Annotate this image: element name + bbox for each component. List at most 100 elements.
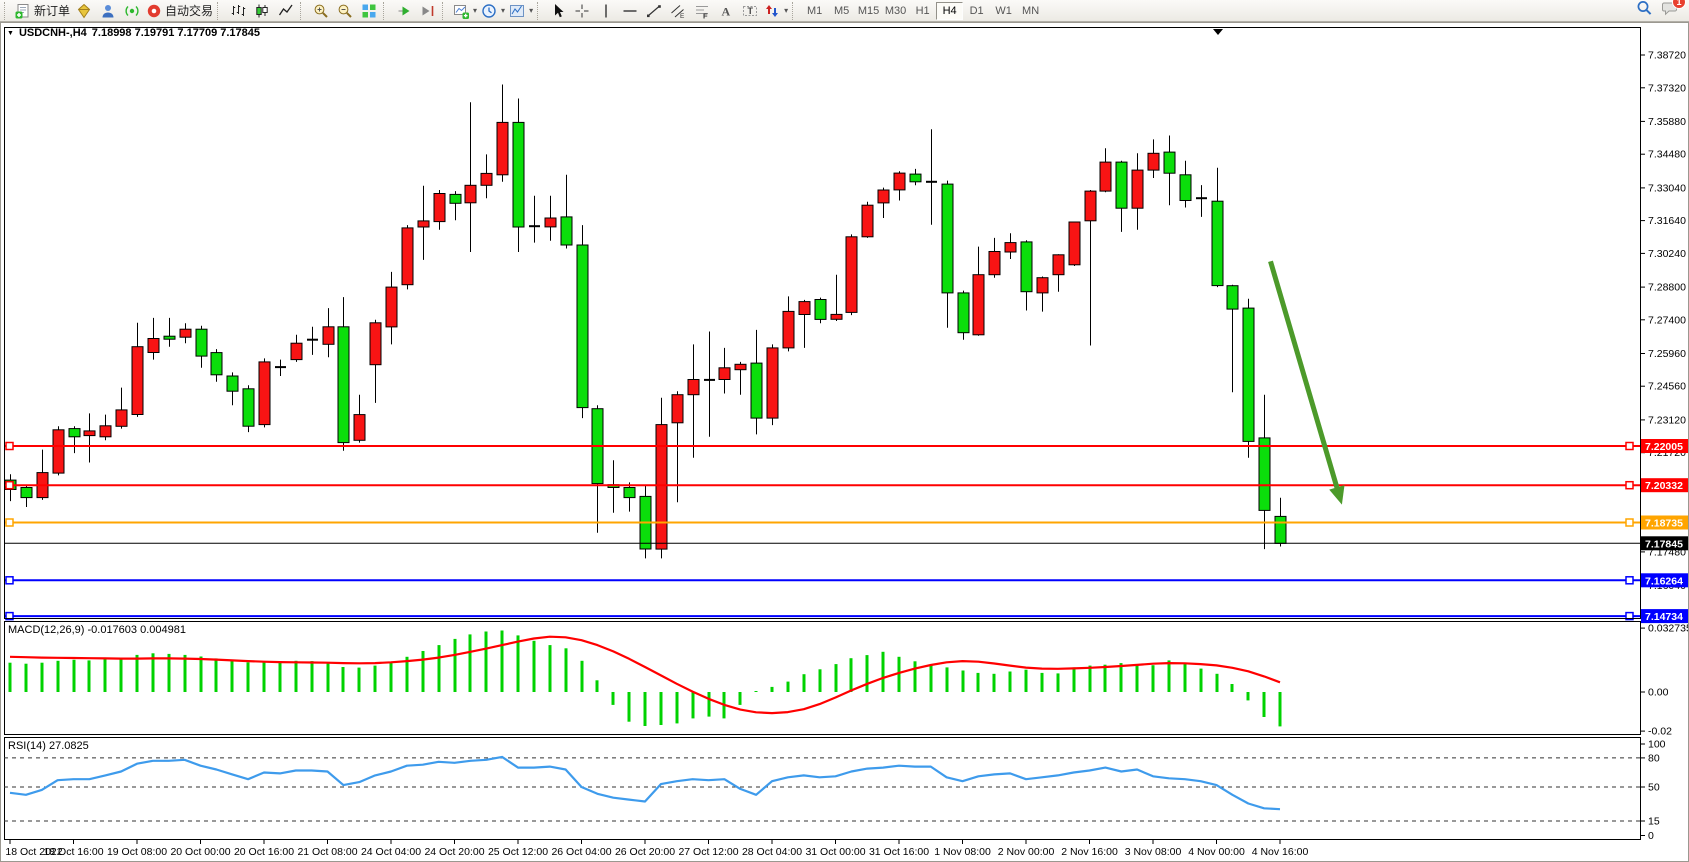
timeframe-button-w1[interactable]: W1 — [995, 4, 1012, 17]
symbol-dropdown-icon[interactable]: ▼ — [7, 29, 14, 37]
tile-windows-icon — [361, 3, 377, 19]
hline-handle[interactable] — [1625, 518, 1634, 527]
candles — [4, 84, 1287, 559]
candle-body — [671, 394, 684, 424]
time-tick-label: 26 Oct 20:00 — [615, 846, 675, 858]
toolbar-button-periods[interactable]: ▾ — [479, 1, 507, 21]
arrows-icon — [764, 3, 780, 19]
timeframe-button-h1[interactable]: H1 — [915, 4, 930, 17]
candle-body — [972, 274, 985, 336]
chart-plot-area[interactable] — [4, 27, 1640, 618]
toolbar-button-new-chart[interactable]: ▾ — [451, 1, 479, 21]
notifications-button[interactable]: 1 — [1661, 0, 1686, 21]
toolbar-button-text[interactable]: A — [714, 1, 738, 21]
time-tick-label: 18 Oct 16:00 — [43, 846, 103, 858]
timeframe-button-h4[interactable]: H4 — [936, 1, 964, 20]
toolbar-button-cursor[interactable] — [546, 1, 570, 21]
toolbar-button-text-label[interactable]: T — [738, 1, 762, 21]
candle-body — [226, 375, 239, 392]
hline-handle[interactable] — [5, 576, 14, 585]
toolbar-button-tile-windows[interactable] — [357, 1, 381, 21]
time-tick-label: 21 Oct 08:00 — [297, 846, 357, 858]
candle-body — [734, 363, 747, 371]
toolbar-button-crosshair[interactable] — [570, 1, 594, 21]
arrow-shaft — [1268, 260, 1342, 496]
toolbar-button-horizontal-line[interactable] — [618, 1, 642, 21]
panel-divider[interactable] — [0, 619, 1689, 621]
toolbar-button-trendline[interactable] — [642, 1, 666, 21]
timeframe-button-d1[interactable]: D1 — [969, 4, 984, 17]
toolbar-button-candlestick-chart[interactable] — [250, 1, 274, 21]
toolbar-button-channel[interactable]: E — [666, 1, 690, 21]
macd-histogram-bar — [1262, 692, 1266, 717]
hline-handle[interactable] — [1625, 441, 1634, 451]
macd-indicator-label: MACD(12,26,9) -0.017603 0.004981 — [8, 624, 186, 636]
toolbar-button-vertical-line[interactable] — [594, 1, 618, 21]
arrow-annotation[interactable] — [1268, 260, 1345, 505]
timeframe-button-m30[interactable]: M30 — [884, 4, 907, 17]
toolbar-button-alerts[interactable] — [120, 1, 144, 21]
hline-handle[interactable] — [5, 611, 14, 621]
toolbar-button-bar-chart[interactable] — [226, 1, 250, 21]
hline-handle[interactable] — [1625, 611, 1634, 621]
toolbar-button-line-chart[interactable] — [274, 1, 298, 21]
macd-histogram-bar — [659, 692, 663, 725]
macd-histogram-bar — [72, 659, 76, 692]
macd-histogram-bar — [818, 669, 822, 692]
time-tick-label: 20 Oct 16:00 — [234, 846, 294, 858]
timeframe-button-m15[interactable]: M15 — [857, 4, 880, 17]
macd-histogram-bar — [1246, 692, 1250, 701]
timeframe-button-mn[interactable]: MN — [1022, 4, 1040, 17]
macd-histogram-bar — [151, 653, 155, 692]
toolbar-button-auto-scroll[interactable] — [392, 1, 416, 21]
macd-values: -0.017603 0.004981 — [87, 624, 186, 636]
horizontal-line-objects[interactable] — [4, 441, 1640, 621]
macd-histogram-bar — [421, 651, 425, 692]
candle-body — [1147, 152, 1160, 171]
macd-histogram-bar — [246, 662, 250, 692]
toolbar-button-fibonacci[interactable]: F — [690, 1, 714, 21]
candle-body — [179, 328, 192, 338]
macd-histogram-bar — [707, 692, 711, 717]
auto-scroll-icon — [396, 3, 412, 19]
macd-histogram-bar — [40, 662, 44, 692]
toolbar-button-auto-trading[interactable]: 自动交易 — [144, 1, 215, 21]
candle-body — [941, 183, 954, 294]
candle-body — [957, 292, 970, 334]
timeframe-button-m1[interactable]: M1 — [806, 4, 823, 17]
symbol-header[interactable]: ▼ USDCNH-,H4 7.18998 7.19791 7.17709 7.1… — [7, 27, 260, 39]
hline-handle[interactable] — [1625, 480, 1634, 490]
toolbar-button-new-order[interactable]: 新订单 — [13, 1, 72, 21]
toolbar-button-zoom-in[interactable] — [309, 1, 333, 21]
price-axis[interactable]: 7.38720 7.37320 7.35880 7.34480 7.33040 7.316… — [1640, 50, 1689, 843]
hline-handle[interactable] — [1625, 576, 1634, 585]
toolbar-button-styles[interactable] — [72, 1, 96, 21]
toolbar-button-zoom-out[interactable] — [333, 1, 357, 21]
rsi-tick-label: 0 — [1648, 830, 1654, 842]
macd-histogram-bar — [119, 657, 123, 692]
macd-histogram-bar — [1183, 663, 1187, 692]
macd-histogram-bar — [230, 660, 234, 692]
timeframe-button-m5[interactable]: M5 — [833, 4, 850, 17]
panel-divider[interactable] — [0, 735, 1689, 737]
macd-tick-label: 0.00 — [1648, 687, 1669, 699]
candle-body — [1115, 161, 1128, 209]
search-icon[interactable] — [1636, 0, 1653, 22]
macd-histogram-bar — [278, 661, 282, 692]
macd-histogram-bar — [103, 659, 107, 692]
hline-handle[interactable] — [5, 480, 14, 490]
macd-histogram-bar — [881, 651, 885, 692]
hline-handle[interactable] — [5, 518, 14, 527]
toolbar-button-profiles[interactable] — [96, 1, 120, 21]
macd-histogram-bar — [1008, 671, 1012, 692]
toolbar-button-chart-shift[interactable] — [416, 1, 440, 21]
toolbar-button-templates[interactable]: ▾ — [507, 1, 535, 21]
toolbar-separator — [537, 1, 543, 20]
hline-handle[interactable] — [5, 441, 14, 451]
toolbar-button-arrows[interactable]: ▾ — [762, 1, 790, 21]
macd-histogram-bar — [389, 661, 393, 692]
chart-shift-marker[interactable] — [1213, 29, 1223, 35]
price-tick-label: 7.28800 — [1648, 282, 1686, 294]
price-tick-label: 7.35880 — [1648, 116, 1686, 128]
